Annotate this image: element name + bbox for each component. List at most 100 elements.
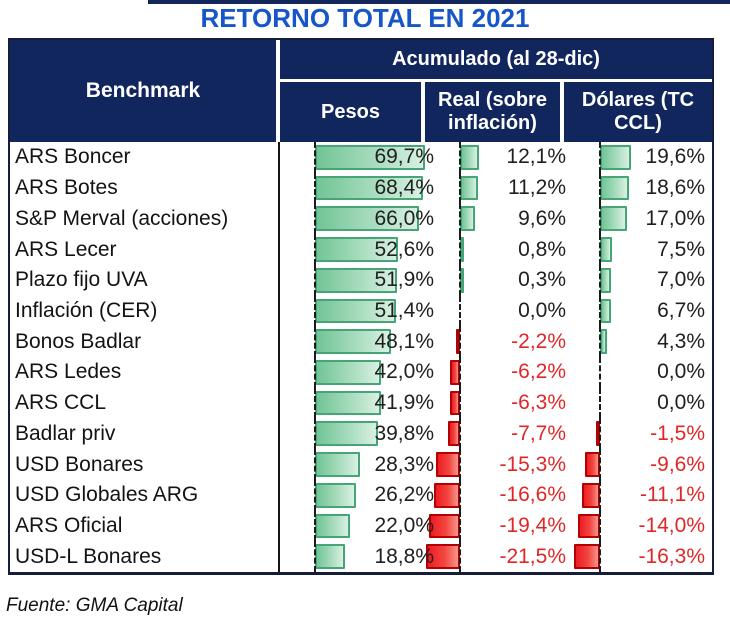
dolares-data-bar bbox=[577, 513, 600, 539]
real-cell: -6,3% bbox=[450, 387, 600, 419]
top-rule bbox=[148, 0, 730, 4]
dolares-value: -16,3% bbox=[638, 544, 705, 568]
real-data-bar bbox=[460, 206, 476, 232]
benchmark-label: ARS Oficial bbox=[10, 510, 280, 542]
column-gutter bbox=[280, 296, 315, 327]
real-cell: -16,6% bbox=[433, 479, 600, 511]
column-gutter bbox=[280, 388, 315, 419]
dolares-value: -11,1% bbox=[640, 483, 705, 507]
column-gutter bbox=[280, 265, 315, 296]
pesos-data-bar bbox=[315, 421, 378, 447]
dolares-data-bar bbox=[582, 482, 600, 508]
dolares-value: 0,0% bbox=[657, 360, 705, 384]
dolares-value: 6,7% bbox=[657, 298, 705, 322]
real-value: -7,7% bbox=[511, 421, 566, 445]
benchmark-label: ARS Ledes bbox=[10, 357, 280, 388]
real-cell: 11,2% bbox=[459, 172, 600, 204]
page-title: RETORNO TOTAL EN 2021 bbox=[200, 3, 530, 33]
benchmark-label: USD-L Bonares bbox=[10, 541, 280, 573]
pesos-data-bar bbox=[315, 390, 382, 416]
benchmark-label: ARS Lecer bbox=[10, 234, 280, 265]
benchmark-label: ARS Boncer bbox=[10, 142, 280, 173]
group-header: Acumulado (al 28-dic) bbox=[280, 40, 712, 82]
real-value: 11,2% bbox=[508, 176, 566, 200]
pesos-cell: 52,6% bbox=[314, 234, 460, 265]
dolares-value: 7,5% bbox=[657, 237, 705, 261]
real-value: -6,3% bbox=[511, 391, 566, 415]
table-row: ARS Botes 68,4% 11,2% 18,6% bbox=[10, 172, 712, 204]
table-row: S&P Merval (acciones) 66,0% 9,6% 17,0% bbox=[10, 203, 712, 235]
dolares-data-bar bbox=[600, 145, 631, 170]
pesos-data-bar bbox=[315, 206, 420, 232]
pesos-value: 26,2% bbox=[374, 483, 434, 507]
pesos-cell: 26,2% bbox=[314, 479, 460, 511]
benchmark-label: ARS Botes bbox=[10, 172, 280, 204]
benchmark-header: Benchmark bbox=[10, 40, 280, 142]
benchmark-label: Inflación (CER) bbox=[10, 295, 280, 327]
pesos-cell: 39,8% bbox=[314, 418, 460, 449]
dolares-data-bar bbox=[574, 544, 600, 570]
real-value: -21,5% bbox=[499, 544, 566, 568]
dolares-value: 17,0% bbox=[645, 206, 705, 230]
pesos-cell: 22,0% bbox=[314, 510, 460, 542]
dolares-data-bar bbox=[600, 206, 627, 232]
real-value: 0,0% bbox=[518, 298, 566, 322]
pesos-cell: 18,8% bbox=[314, 541, 460, 572]
real-value: 12,1% bbox=[506, 145, 566, 169]
real-cell: 0,3% bbox=[459, 264, 600, 296]
table-header: Benchmark Acumulado (al 28-dic) Pesos Re… bbox=[10, 40, 712, 142]
pesos-value: 41,9% bbox=[374, 391, 434, 415]
column-gutter bbox=[280, 357, 315, 388]
real-value: 0,3% bbox=[518, 268, 566, 292]
real-cell: -6,2% bbox=[450, 357, 600, 388]
pesos-data-bar bbox=[315, 175, 424, 201]
column-gutter bbox=[280, 480, 315, 511]
pesos-value: 48,1% bbox=[374, 329, 434, 353]
column-gutter bbox=[280, 449, 315, 480]
real-cell: 12,1% bbox=[459, 142, 600, 173]
column-gutter bbox=[280, 142, 315, 173]
dolares-data-bar bbox=[584, 452, 600, 477]
dolares-cell: 7,5% bbox=[599, 234, 712, 265]
column-gutter bbox=[280, 203, 315, 234]
real-value: 0,8% bbox=[518, 237, 566, 261]
pesos-cell: 28,3% bbox=[314, 449, 460, 480]
column-gutter bbox=[280, 541, 315, 572]
pesos-data-bar bbox=[315, 267, 397, 293]
table-row: Plazo fijo UVA 51,9% 0,3% 7,0% bbox=[10, 264, 712, 296]
table-row: ARS Lecer 52,6% 0,8% 7,5% bbox=[10, 234, 712, 265]
pesos-value: 39,8% bbox=[374, 421, 434, 445]
dolares-value: 7,0% bbox=[657, 268, 705, 292]
column-gutter bbox=[280, 511, 315, 542]
col-header-dolares: Dólares (TC CCL) bbox=[560, 82, 712, 142]
real-value: 9,6% bbox=[518, 206, 566, 230]
dolares-value: -9,6% bbox=[650, 452, 705, 476]
real-data-bar bbox=[460, 237, 464, 262]
col-header-pesos: Pesos bbox=[321, 100, 380, 123]
pesos-cell: 69,7% bbox=[314, 142, 460, 173]
dolares-cell: -1,5% bbox=[596, 418, 712, 449]
pesos-value: 51,4% bbox=[374, 298, 434, 322]
table-row: Badlar priv 39,8% -7,7% -1,5% bbox=[10, 418, 712, 450]
dolares-data-bar bbox=[600, 267, 612, 293]
column-gutter bbox=[280, 234, 315, 265]
dolares-cell: 7,0% bbox=[599, 264, 712, 296]
pesos-value: 22,0% bbox=[374, 513, 434, 537]
real-cell: -15,3% bbox=[435, 449, 600, 480]
benchmark-label: Bonos Badlar bbox=[10, 326, 280, 358]
dolares-value: -14,0% bbox=[638, 513, 705, 537]
pesos-data-bar bbox=[315, 482, 357, 508]
dolares-cell: 0,0% bbox=[599, 387, 712, 419]
table-row: Bonos Badlar 48,1% -2,2% 4,3% bbox=[10, 326, 712, 358]
real-value: -19,4% bbox=[499, 513, 566, 537]
dolares-cell: 4,3% bbox=[599, 326, 712, 357]
dolares-data-bar bbox=[600, 329, 607, 355]
pesos-value: 18,8% bbox=[374, 544, 434, 568]
benchmark-label: USD Globales ARG bbox=[10, 479, 280, 511]
column-gutter bbox=[280, 173, 315, 204]
returns-table: Benchmark Acumulado (al 28-dic) Pesos Re… bbox=[8, 38, 714, 575]
table-row: ARS Ledes 42,0% -6,2% 0,0% bbox=[10, 357, 712, 388]
real-cell: 9,6% bbox=[459, 203, 600, 234]
table-row: ARS CCL 41,9% -6,3% 0,0% bbox=[10, 387, 712, 419]
dolares-data-bar bbox=[600, 298, 611, 324]
